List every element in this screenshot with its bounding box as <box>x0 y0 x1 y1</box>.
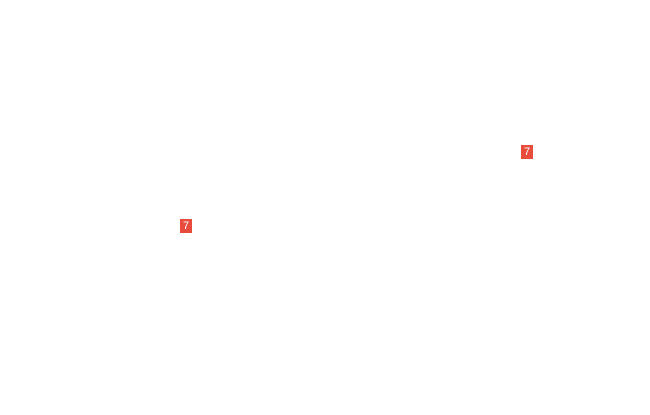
notification-badge[interactable]: 7 <box>521 145 533 159</box>
notification-badge[interactable]: 7 <box>180 219 192 233</box>
